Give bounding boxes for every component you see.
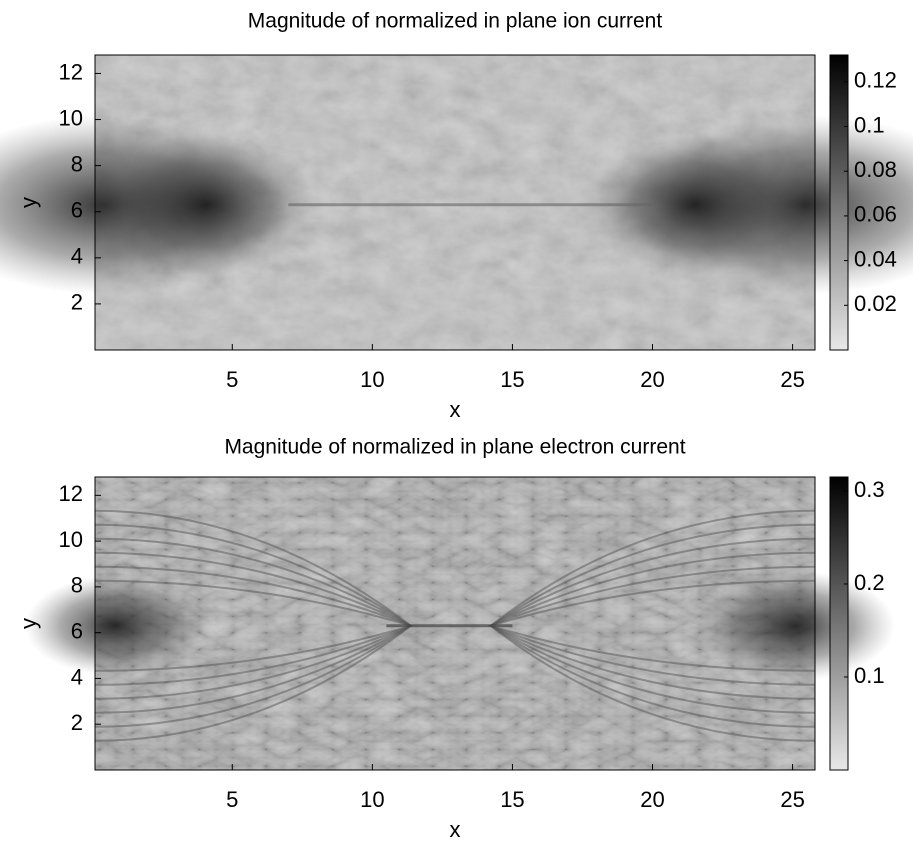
- y-tick-label: 6: [71, 618, 83, 643]
- y-tick-label: 10: [59, 105, 83, 130]
- heatmap-image: [25, 477, 895, 770]
- colorbar-tick-label: 0.1: [854, 663, 885, 688]
- heatmap-image: [0, 55, 913, 350]
- y-tick-label: 10: [59, 527, 83, 552]
- y-tick-label: 6: [71, 198, 83, 223]
- chart-title: Magnitude of normalized in plane ion cur…: [248, 10, 663, 33]
- turbulent-region: [95, 135, 315, 275]
- x-tick-label: 10: [360, 367, 384, 392]
- colorbar-tick-label: 0.06: [854, 202, 897, 227]
- colorbar-tick-label: 0.02: [854, 291, 897, 316]
- figure: Magnitude of normalized in plane ion cur…: [0, 0, 913, 847]
- colorbar-tick-label: 0.1: [854, 112, 885, 137]
- y-tick-label: 4: [71, 664, 83, 689]
- x-tick-label: 20: [640, 367, 664, 392]
- x-tick-label: 25: [780, 787, 804, 812]
- y-axis-label: y: [16, 618, 41, 629]
- x-tick-label: 5: [226, 787, 238, 812]
- y-axis-label: y: [16, 197, 41, 208]
- colorbar-tick-label: 0.3: [854, 477, 885, 502]
- colorbar-tick-label: 0.2: [854, 570, 885, 595]
- x-tick-label: 20: [640, 787, 664, 812]
- y-tick-label: 8: [71, 573, 83, 598]
- colorbar-tick-label: 0.04: [854, 246, 897, 271]
- turbulent-region: [25, 576, 205, 676]
- x-axis-label: x: [450, 397, 461, 422]
- x-tick-label: 10: [360, 787, 384, 812]
- y-tick-label: 2: [71, 710, 83, 735]
- y-tick-label: 2: [71, 290, 83, 315]
- x-tick-label: 15: [500, 367, 524, 392]
- y-tick-label: 4: [71, 244, 83, 269]
- y-tick-label: 12: [59, 59, 83, 84]
- x-tick-label: 25: [780, 367, 804, 392]
- colorbar-tick-label: 0.12: [854, 68, 897, 93]
- x-tick-label: 5: [226, 367, 238, 392]
- chart-title: Magnitude of normalized in plane electro…: [224, 436, 685, 459]
- y-tick-label: 12: [59, 481, 83, 506]
- y-tick-label: 8: [71, 151, 83, 176]
- colorbar: [830, 477, 848, 770]
- colorbar-tick-label: 0.08: [854, 157, 897, 182]
- page: Magnitude of normalized in plane ion cur…: [0, 0, 913, 847]
- x-tick-label: 15: [500, 787, 524, 812]
- x-axis-label: x: [450, 817, 461, 842]
